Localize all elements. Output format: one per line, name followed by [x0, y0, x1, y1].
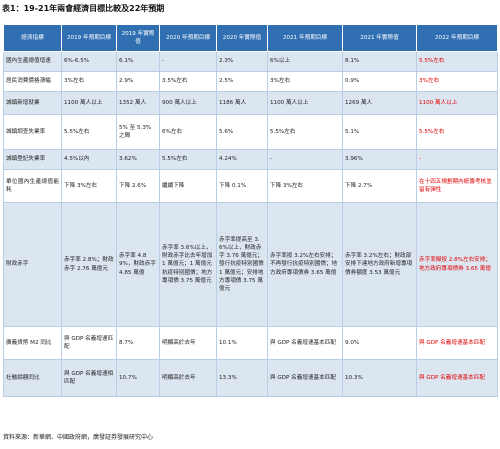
table-cell-2022: 5.5%左右 [416, 51, 498, 72]
table-cell-2022: 1100 萬人以上 [416, 91, 498, 115]
table-cell-2022: 在十四五規劃期內統籌考核並留有彈性 [416, 169, 498, 203]
table-cell: 4.5%以內 [61, 149, 117, 170]
table-cell: 3%左右 [267, 71, 343, 92]
source-note: 資料來源：新華網、中國政府網，廣發証券發展研究中心 [3, 434, 154, 441]
table-cell: 5% 至 5.3% 之間 [116, 114, 160, 150]
table-cell: 與 GDP 名義增速匹配 [61, 326, 117, 360]
table-cell-2022: 赤字率擬按 2.8%左右安排；地方政府專項債券 3.65 萬億 [416, 202, 498, 327]
table-cell: 1186 萬人 [216, 91, 268, 115]
table-cell: 3.62% [116, 149, 160, 170]
table-cell: - [159, 51, 217, 72]
table-cell: 明顯高於去年 [159, 359, 217, 397]
indicator-cell: 城鎮新增就業 [3, 91, 62, 115]
table-cell: 5.5%左右 [267, 114, 343, 150]
table-cell-2022: - [416, 149, 498, 170]
table-cell: 5.5%左右 [61, 114, 117, 150]
indicator-cell: 社融餘額同比 [3, 359, 62, 397]
indicator-cell: 城鎮登記失業率 [3, 149, 62, 170]
table-row: 城鎮新增就業 1100 萬人以上 1352 萬人 900 萬人以上 1186 萬… [3, 91, 498, 115]
table-cell: 下降 0.1% [216, 169, 268, 203]
table-cell-2022: 5.5%左右 [416, 114, 498, 150]
table-cell: 10.3% [342, 359, 417, 397]
header-2022-target: 2022 年預期目標 [416, 24, 498, 52]
table-title: 表1：19-21年兩會經濟目標比較及22年預期 [2, 4, 165, 13]
table-row: 居民消費價格漲幅 3%左右 2.9% 3.5%左右 2.5% 3%左右 0.9%… [3, 71, 498, 92]
table-row: 社融餘額同比 與 GDP 名義增速相匹配 10.7% 明顯高於去年 13.3% … [3, 359, 498, 397]
economic-targets-table: 經濟指標 2019 年預期目標 2019 年實際值 2020 年預期目標 202… [3, 24, 498, 397]
table-cell: 5.6% [216, 114, 268, 150]
table-cell: 赤字率提高至 3.6%以上，財政赤字 3.76 萬億元；發行抗疫特別國債 1 萬… [216, 202, 268, 327]
table-cell-2022: 與 GDP 名義增速基本匹配 [416, 326, 498, 360]
header-row: 經濟指標 2019 年預期目標 2019 年實際值 2020 年預期目標 202… [3, 24, 498, 52]
table-cell: - [267, 149, 343, 170]
table-cell: 赤字率 4.89%，財政赤字 4.85 萬億 [116, 202, 160, 327]
indicator-cell: 單位國內生產總值能耗 [3, 169, 62, 203]
table-cell: 1352 萬人 [116, 91, 160, 115]
table-cell: 與 GDP 名義增速基本匹配 [267, 326, 343, 360]
table-cell: 與 GDP 名義增速相匹配 [61, 359, 117, 397]
table-cell: 下降 3%左右 [267, 169, 343, 203]
indicator-cell: 國內生產總值增速 [3, 51, 62, 72]
table-cell: 1269 萬人 [342, 91, 417, 115]
table-cell: 10.7% [116, 359, 160, 397]
table-cell-2022: 3%左右 [416, 71, 498, 92]
table-cell: 與 GDP 名義增速基本匹配 [267, 359, 343, 397]
table-cell: 赤字率 3.6%以上，財政赤字比去年增加 1 萬億元；1 萬億元抗疫特別國債；地… [159, 202, 217, 327]
table-cell: 5.5%左右 [159, 149, 217, 170]
header-indicator: 經濟指標 [3, 24, 62, 52]
table-cell: 繼續下降 [159, 169, 217, 203]
header-2021-target: 2021 年預期目標 [267, 24, 343, 52]
table-cell: 6.1% [116, 51, 160, 72]
table-cell: 0.9% [342, 71, 417, 92]
table-cell: 下降 2.6% [116, 169, 160, 203]
header-2021-actual: 2021 年實際值 [342, 24, 417, 52]
table-cell: 下降 2.7% [342, 169, 417, 203]
table-cell: 2.3% [216, 51, 268, 72]
table-cell: 1100 萬人以上 [61, 91, 117, 115]
indicator-cell: 廣義貨幣 M2 同比 [3, 326, 62, 360]
table-row: 財政赤字 赤字率 2.8%；財政赤字 2.76 萬億元 赤字率 4.89%，財政… [3, 202, 498, 327]
table-cell: 4.24% [216, 149, 268, 170]
table-cell: 3.5%左右 [159, 71, 217, 92]
table-cell: 8.1% [342, 51, 417, 72]
table-cell: 赤字率按 3.2%左右安排；不再發行抗疫特別國債；地方政府專項債券 3.65 萬… [267, 202, 343, 327]
indicator-cell: 居民消費價格漲幅 [3, 71, 62, 92]
table-cell: 8.7% [116, 326, 160, 360]
table-cell: 5.1% [342, 114, 417, 150]
header-2019-target: 2019 年預期目標 [61, 24, 117, 52]
table-cell: 10.1% [216, 326, 268, 360]
table-row: 廣義貨幣 M2 同比 與 GDP 名義增速匹配 8.7% 明顯高於去年 10.1… [3, 326, 498, 360]
table-cell: 9.0% [342, 326, 417, 360]
table-cell: 1100 萬人以上 [267, 91, 343, 115]
header-2019-actual: 2019 年實際值 [116, 24, 160, 52]
indicator-cell: 財政赤字 [3, 202, 62, 327]
table-cell: 明顯高於去年 [159, 326, 217, 360]
table-cell: 6%以上 [267, 51, 343, 72]
table-cell: 3.96% [342, 149, 417, 170]
table-row: 城鎮登記失業率 4.5%以內 3.62% 5.5%左右 4.24% - 3.96… [3, 149, 498, 170]
table-cell: 900 萬人以上 [159, 91, 217, 115]
indicator-cell: 城鎮調查失業率 [3, 114, 62, 150]
table-cell: 3%左右 [61, 71, 117, 92]
table-row: 城鎮調查失業率 5.5%左右 5% 至 5.3% 之間 6%左右 5.6% 5.… [3, 114, 498, 150]
header-2020-actual: 2020 年實際值 [216, 24, 268, 52]
table-cell: 下降 3%左右 [61, 169, 117, 203]
table-cell: 2.9% [116, 71, 160, 92]
table-cell: 6%-6.5% [61, 51, 117, 72]
table-cell: 赤字率 2.8%；財政赤字 2.76 萬億元 [61, 202, 117, 327]
table-cell: 13.3% [216, 359, 268, 397]
table-cell: 6%左右 [159, 114, 217, 150]
table-cell: 赤字率 3.2%左右；財政部安排下達地方政府新增專項債券額度 3.53 萬億元 [342, 202, 417, 327]
table-cell-2022: 與 GDP 名義增速基本匹配 [416, 359, 498, 397]
table-row: 單位國內生產總值能耗 下降 3%左右 下降 2.6% 繼續下降 下降 0.1% … [3, 169, 498, 203]
table-cell: 2.5% [216, 71, 268, 92]
header-2020-target: 2020 年預期目標 [159, 24, 217, 52]
table-row: 國內生產總值增速 6%-6.5% 6.1% - 2.3% 6%以上 8.1% 5… [3, 51, 498, 72]
